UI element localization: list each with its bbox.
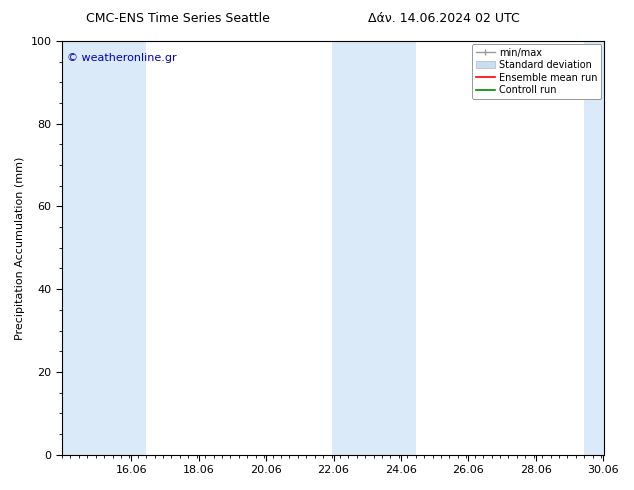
Bar xyxy=(62,41,146,455)
Bar xyxy=(584,41,604,455)
Text: © weatheronline.gr: © weatheronline.gr xyxy=(67,53,177,64)
Y-axis label: Precipitation Accumulation (mm): Precipitation Accumulation (mm) xyxy=(15,156,25,340)
Text: CMC-ENS Time Series Seattle: CMC-ENS Time Series Seattle xyxy=(86,12,269,25)
Legend: min/max, Standard deviation, Ensemble mean run, Controll run: min/max, Standard deviation, Ensemble me… xyxy=(472,44,602,99)
Bar xyxy=(332,41,416,455)
Text: Δάν. 14.06.2024 02 UTC: Δάν. 14.06.2024 02 UTC xyxy=(368,12,520,25)
